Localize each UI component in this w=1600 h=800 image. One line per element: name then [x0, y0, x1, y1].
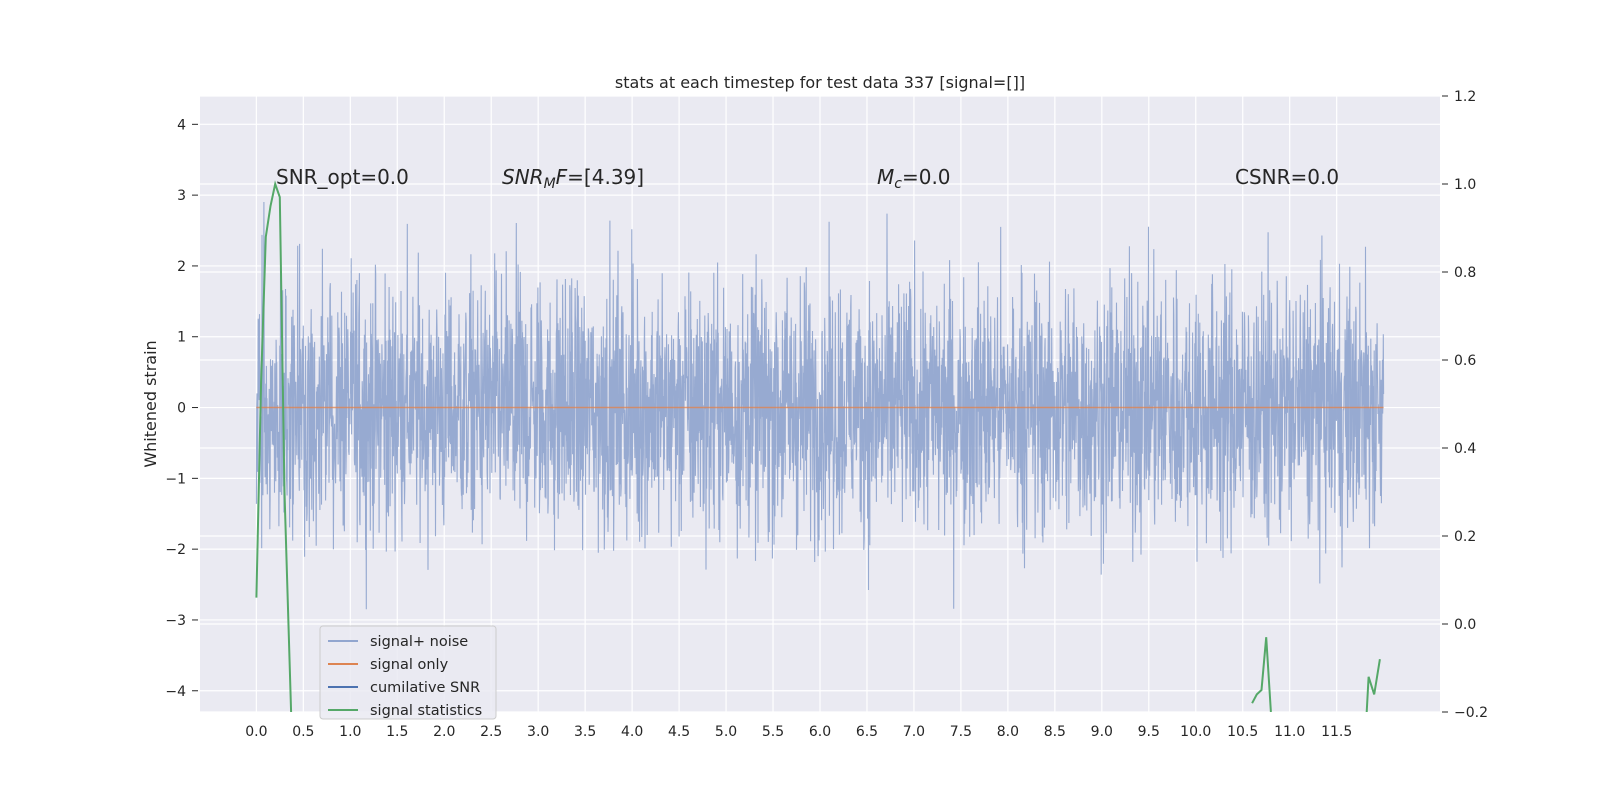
x-tick-label: 6.5: [856, 724, 878, 740]
series-signal-statistics: [1365, 659, 1381, 712]
x-tick-label: 11.5: [1321, 724, 1352, 740]
y2-tick-label: 1.0: [1454, 177, 1476, 193]
x-tick-label: 11.0: [1274, 724, 1305, 740]
x-axis-ticks: 0.0 0.5 1.0 1.5 2.0 2.5 3.0 3.5 4.0 4.5 5.0 5.5 6.0 6…: [245, 724, 1352, 740]
x-tick-label: 2.5: [480, 724, 502, 740]
x-tick-label: 3.5: [574, 724, 596, 740]
x-tick-label: 3.0: [527, 724, 549, 740]
annotation-snr-opt: SNR_opt=0.0: [276, 165, 409, 189]
x-tick-label: 7.5: [950, 724, 972, 740]
annotation-snr-mf-main: SNR: [502, 165, 544, 189]
legend-box: [319, 625, 497, 720]
annotation-mc-main: M: [877, 165, 894, 189]
x-tick-label: 1.0: [339, 724, 361, 740]
y-tick-label: −4: [165, 684, 186, 700]
x-tick-label: 0.0: [245, 724, 267, 740]
y2-tick-label: −0.2: [1454, 705, 1488, 721]
annotation-mc: Mc=0.0: [877, 165, 951, 192]
x-tick-label: 5.5: [762, 724, 784, 740]
y-tick-label: −2: [165, 542, 186, 558]
y-tick-label: 0: [177, 401, 186, 417]
annotation-mc-sub: c: [894, 176, 902, 192]
x-tick-label: 8.0: [997, 724, 1019, 740]
series-signal-statistics: [255, 180, 293, 712]
series-layer: [255, 180, 1385, 712]
x-tick-label: 4.0: [621, 724, 643, 740]
annotation-snr-mf-sub: M: [544, 176, 556, 192]
x-tick-label: 1.5: [386, 724, 408, 740]
legend-items: signal+ noise signal only cumilative SNR si…: [328, 634, 482, 719]
chart-title: stats at each timestep for test data 337…: [615, 73, 1025, 92]
legend-label: cumilative SNR: [370, 680, 480, 696]
annotation-snr-mf: SNRMF=[4.39]: [502, 165, 644, 192]
series-signal-statistics: [1251, 637, 1272, 712]
y2-axis-ticks: 1.2 1.0 0.8 0.6 0.4 0.2 0.0 −0.2: [1442, 89, 1488, 721]
y2-tick-label: 0.6: [1454, 353, 1476, 369]
y-tick-label: 4: [177, 117, 186, 133]
x-tick-label: 6.0: [809, 724, 831, 740]
y2-tick-label: 0.8: [1454, 265, 1476, 281]
x-tick-label: 10.0: [1180, 724, 1211, 740]
y-axis-label: Whitened strain: [141, 340, 160, 467]
y-tick-label: −1: [165, 471, 186, 487]
legend-label: signal statistics: [370, 703, 482, 719]
annotations: SNR_opt=0.0 SNRMF=[4.39] Mc=0.0 CSNR=0.0: [276, 165, 1339, 192]
x-tick-label: 0.5: [292, 724, 314, 740]
y-tick-label: 2: [177, 259, 186, 275]
annotation-snr-mf-value: =[4.39]: [567, 165, 644, 189]
annotation-mc-value: =0.0: [902, 165, 951, 189]
x-tick-label: 9.0: [1091, 724, 1113, 740]
x-tick-label: 10.5: [1227, 724, 1258, 740]
x-tick-label: 5.0: [715, 724, 737, 740]
series-signal-plus-noise: [255, 201, 1385, 610]
y-tick-label: −3: [165, 613, 186, 629]
y2-tick-label: 0.0: [1454, 617, 1476, 633]
y-tick-label: 3: [177, 188, 186, 204]
y2-tick-label: 0.2: [1454, 529, 1476, 545]
y-tick-label: 1: [177, 330, 186, 346]
legend-label: signal+ noise: [370, 634, 468, 650]
x-tick-label: 4.5: [668, 724, 690, 740]
y2-tick-label: 0.4: [1454, 441, 1476, 457]
y-axis-ticks: 4 3 2 1 0 −1 −2 −3 −4: [165, 117, 198, 700]
x-tick-label: 7.0: [903, 724, 925, 740]
x-tick-label: 8.5: [1044, 724, 1066, 740]
x-tick-label: 9.5: [1138, 724, 1160, 740]
annotation-csnr: CSNR=0.0: [1235, 165, 1339, 189]
legend: signal+ noise signal only cumilative SNR si…: [319, 625, 497, 720]
annotation-snr-mf-tail: F: [556, 165, 568, 189]
x-tick-label: 2.0: [433, 724, 455, 740]
legend-label: signal only: [370, 657, 449, 673]
y2-tick-label: 1.2: [1454, 89, 1476, 105]
